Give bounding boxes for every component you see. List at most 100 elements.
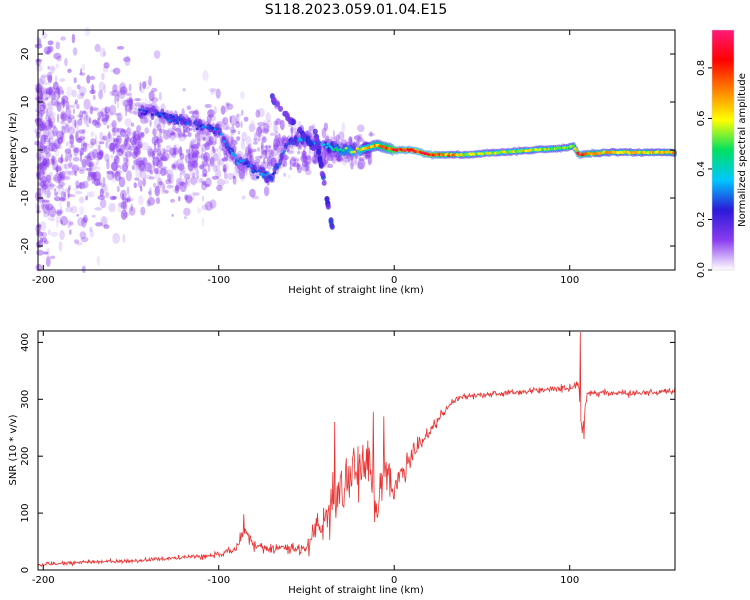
speckle-mark (241, 195, 246, 200)
speckle-mark (40, 90, 43, 101)
y-tick-label: 20 (20, 48, 31, 61)
colorbar-label: Normalized spectral amplitude (737, 73, 748, 227)
speckle-mark (79, 231, 87, 240)
speckle-mark (303, 148, 306, 153)
speckle-mark (349, 158, 356, 167)
ridge-mark (338, 148, 343, 151)
speckle-mark (47, 110, 54, 117)
speckle-mark (283, 172, 287, 177)
speckle-mark (156, 143, 160, 149)
speckle-mark (331, 154, 338, 165)
speckle-mark (95, 181, 103, 186)
speckle-mark (307, 147, 311, 156)
speckle-mark (42, 158, 48, 166)
speckle-mark (120, 189, 127, 201)
ridge-mark (208, 124, 212, 128)
speckle-mark (95, 147, 99, 158)
speckle-mark (340, 139, 348, 147)
speckle-mark (226, 172, 235, 180)
speckle-mark (54, 196, 61, 202)
ridge-mark (235, 157, 239, 161)
speckle-mark (109, 111, 114, 117)
ridge-mark (317, 156, 323, 163)
speckle-mark (263, 120, 267, 126)
speckle-mark (137, 134, 141, 142)
speckle-mark (77, 150, 84, 156)
speckle-mark (122, 162, 128, 173)
speckle-mark (80, 68, 83, 76)
speckle-mark (39, 134, 47, 143)
speckle-mark (95, 140, 101, 148)
speckle-mark (109, 142, 115, 152)
speckle-mark (114, 90, 123, 97)
speckle-mark (253, 132, 258, 142)
speckle-mark (102, 135, 107, 141)
speckle-mark (312, 123, 316, 128)
speckle-mark (264, 150, 272, 158)
speckle-mark (304, 155, 307, 163)
colorbar-tick-label: 0.6 (696, 110, 707, 126)
speckle-mark (228, 155, 234, 162)
speckle-mark (126, 127, 131, 139)
speckle-mark (225, 126, 231, 131)
speckle-mark (173, 160, 180, 171)
speckle-mark (263, 148, 270, 153)
speckle-mark (68, 194, 76, 198)
speckle-mark (208, 109, 214, 115)
speckle-mark (140, 206, 146, 216)
speckle-mark (265, 112, 271, 123)
speckle-mark (322, 156, 329, 165)
speckle-mark (163, 169, 169, 175)
speckle-mark (151, 135, 159, 146)
y-tick-label: 0 (20, 567, 31, 573)
speckle-mark (247, 143, 251, 154)
speckle-mark (131, 151, 138, 160)
speckle-mark (82, 142, 88, 153)
speckle-mark (40, 178, 45, 183)
speckle-mark (116, 185, 120, 193)
speckle-mark (96, 117, 100, 126)
speckle-mark (48, 136, 51, 146)
speckle-mark (147, 162, 152, 174)
speckle-mark (205, 157, 208, 161)
speckle-mark (118, 112, 123, 116)
speckle-mark (183, 207, 191, 216)
speckle-mark (156, 123, 162, 131)
speckle-mark (81, 217, 87, 228)
speckle-mark (201, 143, 208, 153)
speckle-mark (215, 88, 221, 99)
speckle-mark (115, 154, 120, 159)
ridge-mark (142, 109, 146, 112)
speckle-mark (89, 226, 93, 232)
speckle-mark (173, 144, 180, 148)
speckle-mark (263, 186, 270, 197)
speckle-mark (68, 170, 76, 176)
speckle-mark (299, 156, 308, 162)
speckle-mark (56, 130, 64, 140)
speckle-mark (48, 137, 54, 148)
speckle-mark (217, 153, 222, 160)
speckle-mark (46, 103, 54, 110)
speckle-mark (76, 103, 80, 110)
speckle-mark (282, 160, 288, 167)
speckle-mark (179, 181, 187, 193)
speckle-mark (133, 160, 138, 172)
speckle-mark (47, 40, 54, 46)
speckle-mark (97, 111, 104, 118)
speckle-mark (104, 141, 112, 150)
speckle-mark (196, 207, 202, 214)
speckle-mark (114, 143, 120, 148)
speckle-mark (204, 183, 210, 188)
speckle-mark (99, 198, 107, 209)
speckle-mark (305, 169, 312, 176)
speckle-mark (332, 152, 336, 162)
speckle-mark (112, 232, 120, 244)
speckle-mark (38, 155, 42, 164)
speckle-mark (161, 151, 170, 162)
speckle-mark (230, 156, 234, 160)
speckle-mark (92, 107, 100, 112)
speckle-mark (40, 176, 48, 183)
speckle-mark (172, 126, 179, 131)
y-tick-label: 200 (20, 447, 31, 466)
speckle-mark (152, 156, 160, 167)
